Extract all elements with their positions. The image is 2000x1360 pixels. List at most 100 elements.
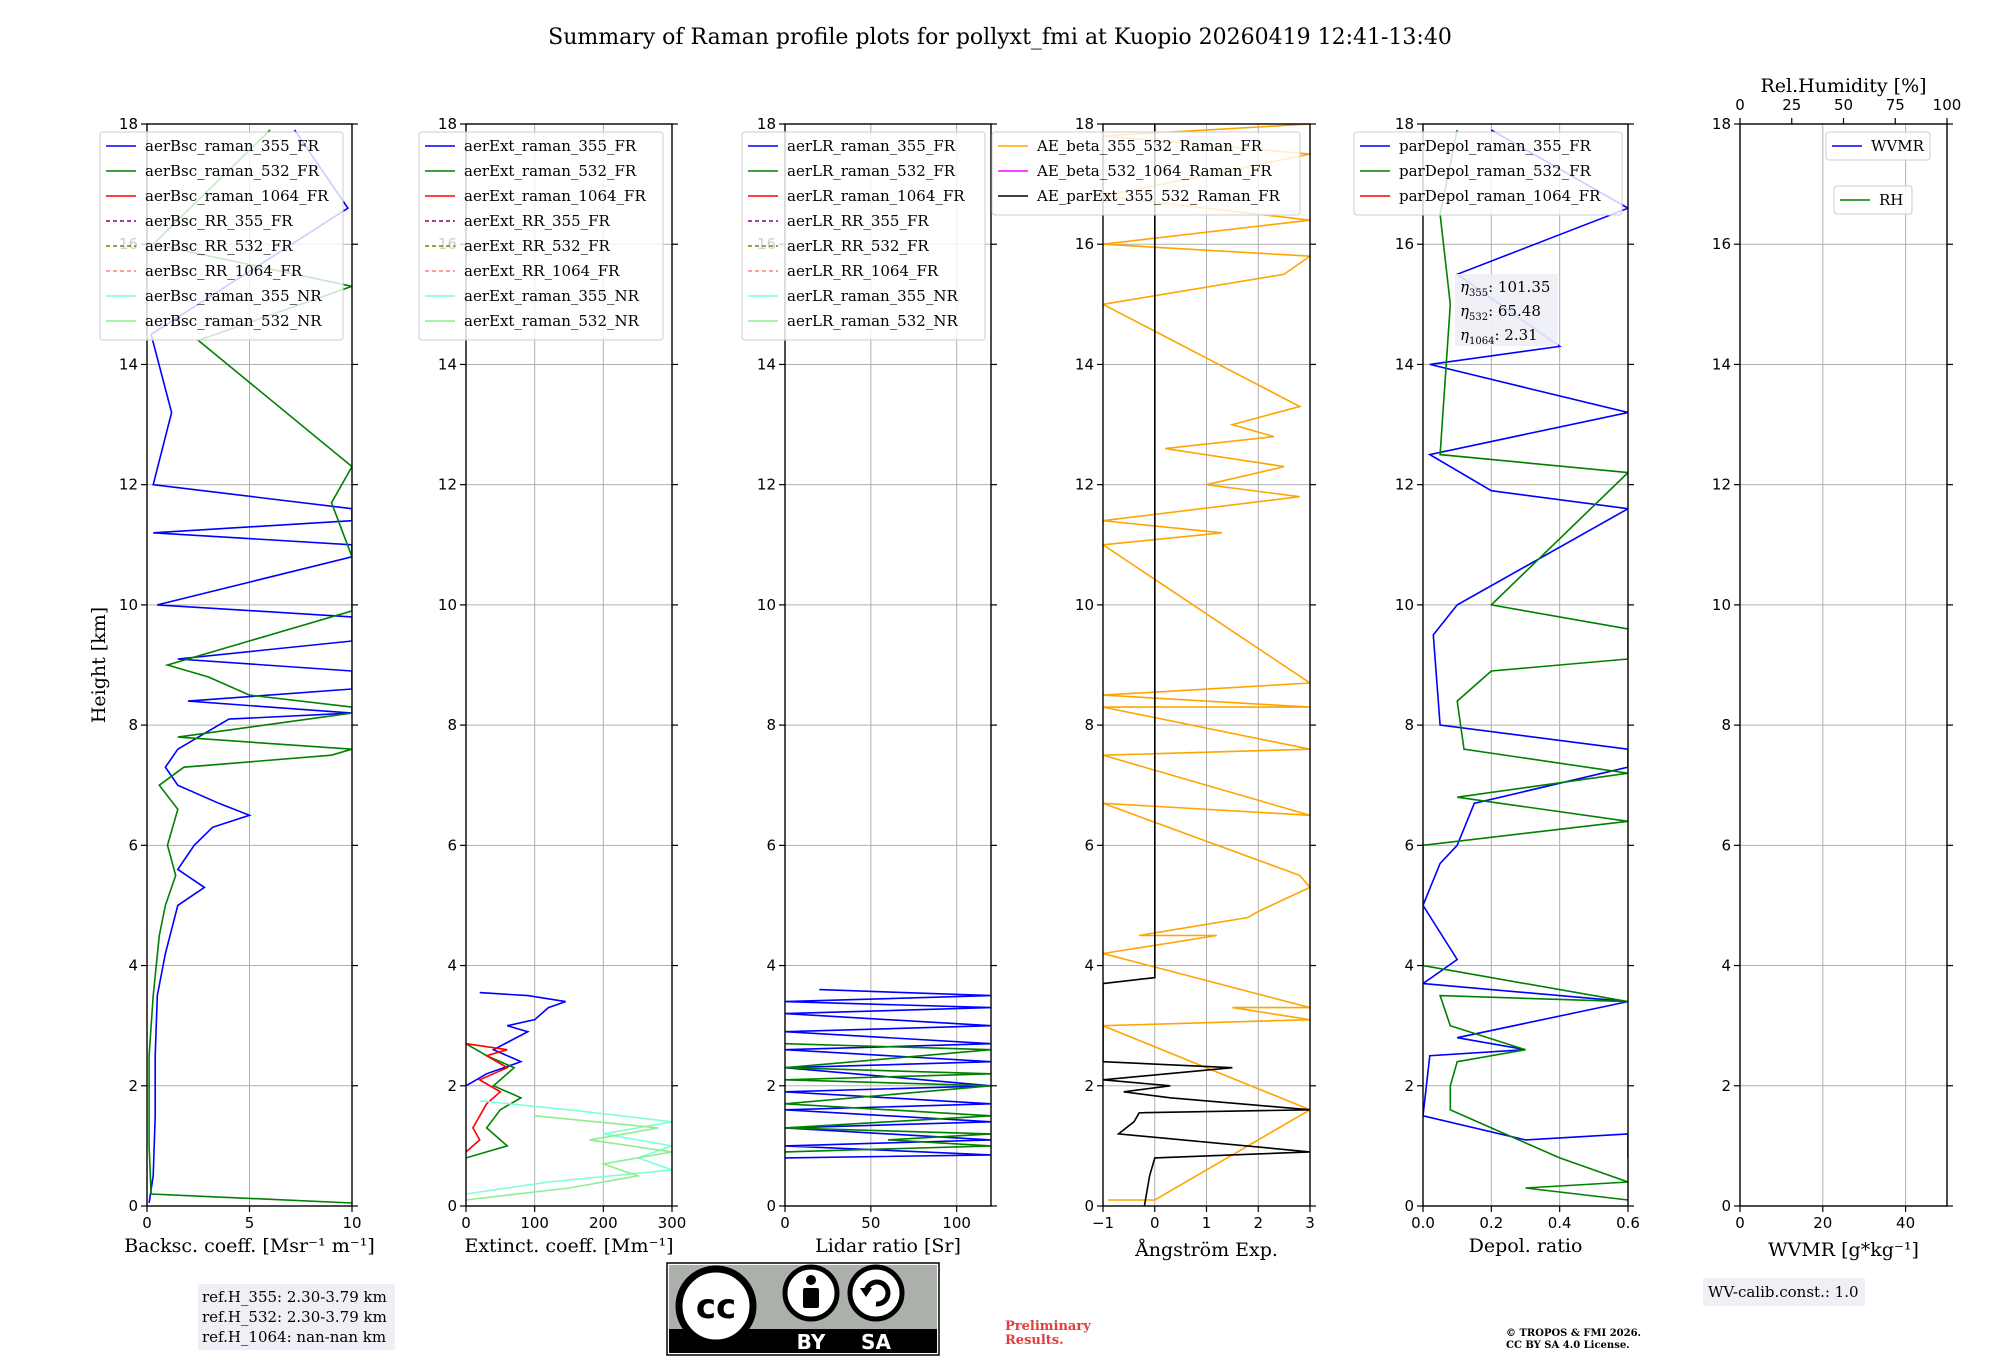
y-tick-label: 14	[438, 355, 457, 373]
series-aerExt_raman_532_FR	[466, 1043, 523, 1159]
x-tick-label: −1	[1092, 1214, 1114, 1232]
y-tick-label: 18	[438, 115, 457, 133]
y-tick-label: 2	[128, 1077, 138, 1095]
eta-355: η355: 101.35	[1460, 278, 1550, 299]
preliminary-line-1: Preliminary	[1005, 1319, 1091, 1334]
y-tick-label: 8	[1721, 716, 1731, 734]
legend-box	[741, 131, 986, 341]
y-tick-label: 4	[447, 957, 457, 975]
y-tick-label: 6	[1084, 836, 1094, 854]
legend-label: parDepol_raman_355_FR	[1399, 137, 1592, 155]
x-tick-label: 10	[342, 1214, 361, 1232]
x-tick-label: 0.0	[1411, 1214, 1435, 1232]
legend-label: aerExt_raman_532_FR	[464, 162, 637, 180]
y-tick-label: 6	[1404, 836, 1414, 854]
legend-box	[1825, 131, 1931, 161]
y-tick-label: 14	[1395, 355, 1414, 373]
x-tick-label: 50	[861, 1214, 880, 1232]
x-axis-label: WVMR [g*kg⁻¹]	[1768, 1239, 1919, 1261]
y-tick-label: 14	[119, 355, 138, 373]
series-aerLR_raman_355_FR	[785, 988, 991, 1159]
y-tick-label: 10	[1712, 596, 1731, 614]
plot-frame	[784, 123, 992, 1207]
x2-tick-label: 100	[1933, 96, 1962, 114]
x-tick-label: 0	[1150, 1214, 1160, 1232]
preliminary-line-2: Results.	[1005, 1333, 1064, 1348]
legend-label: RH	[1879, 191, 1903, 209]
legend-label: aerBsc_raman_355_NR	[145, 287, 322, 305]
legend-RH: RH	[1833, 185, 1913, 215]
legend-label: WVMR	[1871, 137, 1925, 155]
x2-tick-label: 25	[1782, 96, 1801, 114]
x-tick-label: 0	[1735, 1214, 1745, 1232]
x-tick-label: 100	[942, 1214, 971, 1232]
x-axis-label: Ångström Exp.	[1134, 1239, 1278, 1261]
ref-h-355: ref.H_355: 2.30-3.79 km	[202, 1288, 387, 1306]
x-tick-label: 0.6	[1616, 1214, 1640, 1232]
y-tick-label: 0	[766, 1197, 776, 1215]
legend-box	[1353, 131, 1623, 216]
x-tick-label: 2	[1253, 1214, 1263, 1232]
y-tick-label: 2	[766, 1077, 776, 1095]
legend-label: parDepol_raman_1064_FR	[1399, 187, 1601, 205]
panel-backscatter: 0246810121416180510Backsc. coeff. [Msr⁻¹…	[99, 115, 375, 1257]
legend-label: aerBsc_raman_532_NR	[145, 312, 322, 330]
sa-label: SA	[861, 1330, 891, 1354]
y-tick-label: 12	[1395, 476, 1414, 494]
y-tick-label: 16	[1075, 235, 1094, 253]
legend-depolarization: parDepol_raman_355_FR parDepol_raman_532_…	[1353, 131, 1623, 216]
y-tick-label: 8	[128, 716, 138, 734]
series-AE_parExt_355_532_Raman_FR	[1103, 124, 1310, 1206]
ref-height-box: ref.H_355: 2.30-3.79 km ref.H_532: 2.30-…	[198, 1284, 395, 1350]
x-axis-label: Depol. ratio	[1469, 1235, 1583, 1257]
y-tick-label: 12	[1075, 476, 1094, 494]
legend-label: AE_parExt_355_532_Raman_FR	[1036, 187, 1281, 205]
y-tick-label: 16	[1395, 235, 1414, 253]
wv-calib-box: WV-calib.const.: 1.0	[1703, 1278, 1865, 1306]
y-tick-label: 10	[119, 596, 138, 614]
y-tick-label: 4	[1404, 957, 1414, 975]
y-tick-label: 10	[1395, 596, 1414, 614]
figure-title: Summary of Raman profile plots for polly…	[548, 25, 1452, 50]
y-tick-label: 0	[1404, 1197, 1414, 1215]
legend-label: parDepol_raman_532_FR	[1399, 162, 1592, 180]
y-axis-label: Height [km]	[88, 607, 110, 723]
y-tick-label: 10	[757, 596, 776, 614]
eta-532: η532: 65.48	[1460, 302, 1541, 323]
x-tick-label: 40	[1896, 1214, 1915, 1232]
y-tick-label: 6	[128, 836, 138, 854]
y-tick-label: 14	[1712, 355, 1731, 373]
y-tick-label: 6	[766, 836, 776, 854]
legend-label: aerExt_RR_1064_FR	[464, 262, 620, 280]
y-tick-label: 6	[1721, 836, 1731, 854]
series-aerLR_raman_532_FR	[785, 1042, 991, 1153]
panel-extinction: 0246810121416180100200300Extinct. coeff.…	[418, 115, 686, 1257]
series-aerExt_raman_1064_FR	[466, 1042, 509, 1153]
series-aerExt_raman_355_NR	[466, 1100, 672, 1195]
x-axis-label: Extinct. coeff. [Mm⁻¹]	[464, 1235, 673, 1257]
legend-WVMR: WVMR	[1825, 131, 1931, 161]
y-tick-label: 12	[438, 476, 457, 494]
y-tick-label: 2	[1404, 1077, 1414, 1095]
x-axis-label: Backsc. coeff. [Msr⁻¹ m⁻¹]	[124, 1235, 375, 1257]
legend-label: aerBsc_raman_1064_FR	[145, 187, 329, 205]
y-tick-label: 8	[766, 716, 776, 734]
y-tick-label: 0	[128, 1197, 138, 1215]
y-tick-label: 18	[119, 115, 138, 133]
x-axis-label: Lidar ratio [Sr]	[815, 1235, 961, 1257]
legend-label: aerExt_raman_355_FR	[464, 137, 637, 155]
x-tick-label: 200	[589, 1214, 618, 1232]
eta-info-box: η355: 101.35 η532: 65.48 η1064: 2.31	[1455, 274, 1558, 347]
y-tick-label: 18	[1395, 115, 1414, 133]
panel-depolarization: 0 2 4 6 8 10 12 14 16 18 0.0 0.2 0.4 0.6 Depol. ratio p…	[1353, 115, 1640, 1257]
legend-box	[418, 131, 664, 341]
copyright-line-1: © TROPOS & FMI 2026.	[1506, 1328, 1641, 1339]
sa-share-icon	[847, 1264, 905, 1322]
legend-label: aerExt_raman_1064_FR	[464, 187, 646, 205]
y-tick-label: 0	[1721, 1197, 1731, 1215]
y-tick-label: 16	[1712, 235, 1731, 253]
legend-label: AE_beta_355_532_Raman_FR	[1036, 137, 1263, 155]
panel-lidar_ratio: 024681012141618050100Lidar ratio [Sr]aer…	[741, 115, 997, 1257]
y-tick-label: 8	[1404, 716, 1414, 734]
